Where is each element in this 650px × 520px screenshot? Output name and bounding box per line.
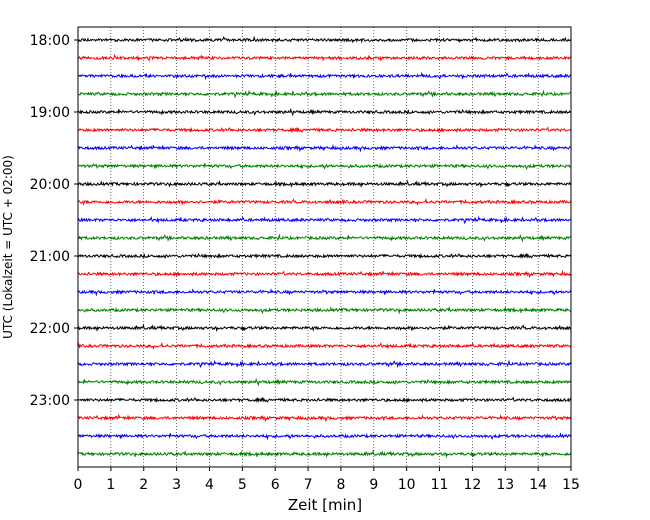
x-tick-label: 12 xyxy=(463,477,481,493)
trace-line xyxy=(77,143,572,153)
trace-line xyxy=(77,163,572,171)
trace-line xyxy=(77,89,572,99)
x-tick-label: 6 xyxy=(271,477,280,493)
x-tick-label: 8 xyxy=(336,477,345,493)
trace-line xyxy=(77,432,572,441)
x-axis: 0 1 2 3 4 5 6 7 8 9 10 11 12 13 14 15 xyxy=(74,467,580,493)
trace-line xyxy=(77,305,572,315)
trace-line xyxy=(77,359,572,369)
y-tick-label: 21:00 xyxy=(30,249,70,265)
trace-line xyxy=(77,197,572,207)
trace-line xyxy=(77,413,572,423)
trace-line xyxy=(77,341,572,351)
trace-line xyxy=(77,35,572,44)
y-tick-label: 22:00 xyxy=(30,321,70,337)
x-tick-label: 11 xyxy=(431,477,449,493)
y-tick-label: 18:00 xyxy=(30,33,70,49)
y-tick-label: 20:00 xyxy=(30,177,70,193)
x-tick-label: 4 xyxy=(205,477,214,493)
x-tick-label: 3 xyxy=(172,477,181,493)
x-tick-label: 13 xyxy=(496,477,514,493)
trace-line xyxy=(77,269,572,279)
trace-group xyxy=(77,35,572,459)
y-tick-label: 19:00 xyxy=(30,105,70,121)
x-tick-label: 14 xyxy=(529,477,547,493)
x-tick-label: 5 xyxy=(238,477,247,493)
y-axis: 18:00 19:00 20:00 21:00 22:00 23:00 xyxy=(30,33,78,409)
x-axis-label: Zeit [min] xyxy=(288,496,362,514)
y-axis-label: UTC (Lokalzeit = UTC + 02:00) xyxy=(1,155,15,339)
x-tick-label: 7 xyxy=(304,477,313,493)
y-tick-label: 23:00 xyxy=(30,393,70,409)
trace-line xyxy=(77,179,572,189)
vertical-grid xyxy=(110,27,539,467)
trace-line xyxy=(77,396,572,404)
trace-line xyxy=(77,53,572,63)
trace-line xyxy=(77,233,572,243)
trace-line xyxy=(77,449,572,459)
trace-line xyxy=(77,107,572,117)
trace-line xyxy=(77,215,572,225)
x-tick-label: 15 xyxy=(562,477,580,493)
trace-line xyxy=(77,323,572,333)
x-tick-label: 1 xyxy=(106,477,115,493)
x-tick-label: 9 xyxy=(369,477,378,493)
trace-line xyxy=(77,71,572,81)
plot-frame xyxy=(77,26,572,468)
x-tick-label: 10 xyxy=(398,477,416,493)
trace-line xyxy=(77,377,572,387)
trace-line xyxy=(77,126,572,134)
x-tick-label: 2 xyxy=(139,477,148,493)
trace-line xyxy=(77,252,572,260)
x-tick-label: 0 xyxy=(74,477,83,493)
trace-line xyxy=(77,288,572,297)
